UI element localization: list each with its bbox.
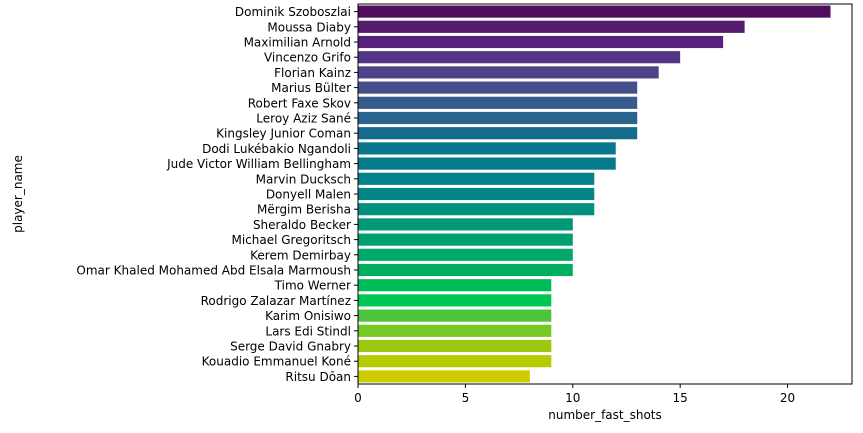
y-tick-label: Lars Edi Stindl <box>265 324 351 338</box>
y-tick-label: Michael Gregoritsch <box>231 233 351 247</box>
y-tick-label: Rodrigo Zalazar Martínez <box>201 294 351 308</box>
bar <box>358 111 638 125</box>
bar <box>358 5 831 18</box>
y-tick-label: Karim Onisiwo <box>265 309 351 323</box>
y-tick-label: Florian Kainz <box>274 66 351 80</box>
bar <box>358 355 552 368</box>
plot-frame <box>357 3 853 385</box>
y-tick-label: Vincenzo Grifo <box>264 51 351 65</box>
bars-group <box>358 5 831 383</box>
x-tick-label: 0 <box>354 391 362 405</box>
y-tick-label: Robert Faxe Skov <box>248 96 351 110</box>
bar <box>358 203 595 216</box>
y-axis-label: player_name <box>11 155 25 233</box>
bar <box>358 66 659 79</box>
bar <box>358 187 595 201</box>
y-tick-label: Dominik Szoboszlai <box>235 5 351 19</box>
y-tick-label: Donyell Malen <box>266 188 351 202</box>
y-tick-label: Mërgim Berisha <box>257 203 351 217</box>
bar <box>358 157 616 170</box>
bar <box>358 279 552 292</box>
y-tick-label: Kingsley Junior Coman <box>216 127 351 141</box>
y-tick-label: Marius Bülter <box>271 81 351 95</box>
x-tick-label: 20 <box>780 391 795 405</box>
x-tick-label: 10 <box>565 391 580 405</box>
y-tick-label: Marvin Ducksch <box>256 172 351 186</box>
bar <box>358 172 595 185</box>
y-tick-label: Timo Werner <box>274 279 351 293</box>
bar <box>358 233 573 246</box>
x-axis-label: number_fast_shots <box>548 408 662 422</box>
y-tick-label: Kerem Demirbay <box>250 248 351 262</box>
bar <box>358 35 724 49</box>
bar <box>358 20 745 33</box>
y-tick-label: Moussa Diaby <box>267 20 351 34</box>
y-tick-label: Jude Victor William Bellingham <box>166 157 351 171</box>
bar <box>358 370 530 383</box>
y-ticks <box>354 11 358 377</box>
x-tick-label: 15 <box>673 391 688 405</box>
y-tick-label: Omar Khaled Mohamed Abd Elsala Marmoush <box>76 264 351 278</box>
y-tick-label: Sheraldo Becker <box>253 218 351 232</box>
bar <box>358 51 681 64</box>
bar <box>358 263 573 277</box>
bar <box>358 218 573 231</box>
bar <box>358 324 552 337</box>
bar <box>358 309 552 322</box>
y-tick-label: Kouadio Emmanuel Koné <box>202 355 351 369</box>
bar <box>358 96 638 109</box>
bar <box>358 248 573 261</box>
bar <box>358 294 552 307</box>
y-tick-label: Dodi Lukébakio Ngandoli <box>202 142 351 156</box>
x-tick-label: 5 <box>462 391 470 405</box>
y-tick-label: Ritsu Dōan <box>285 370 351 384</box>
y-tick-label: Serge David Gnabry <box>230 340 351 354</box>
bar <box>358 142 616 155</box>
y-tick-label: Maximilian Arnold <box>244 36 351 50</box>
bar <box>358 339 552 353</box>
bar <box>358 81 638 94</box>
y-tick-label: Leroy Aziz Sané <box>256 112 351 126</box>
bar <box>358 127 638 140</box>
x-ticks: 0 5 10 15 20 <box>354 384 795 405</box>
